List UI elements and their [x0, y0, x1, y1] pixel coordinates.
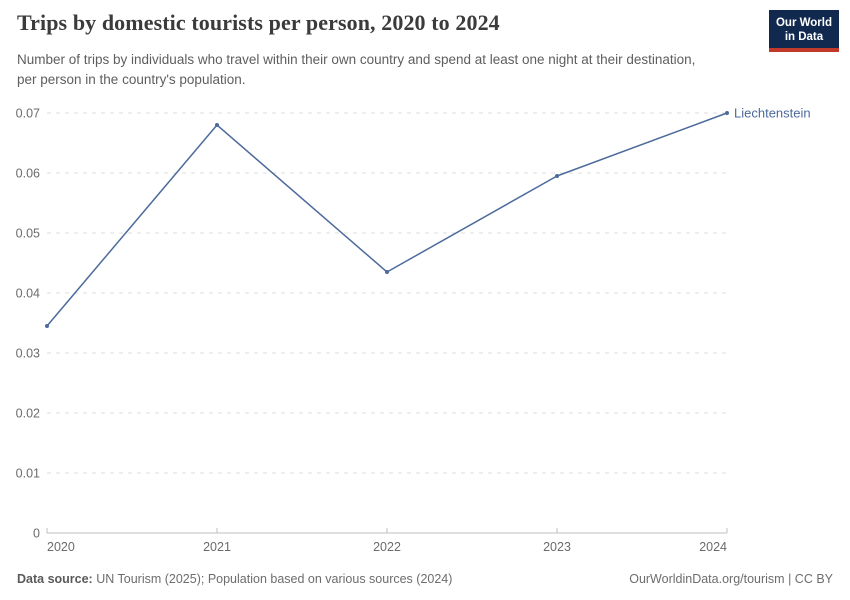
- series-end-label: Liechtenstein: [734, 106, 811, 121]
- data-source-label: Data source:: [17, 572, 93, 586]
- page-title: Trips by domestic tourists per person, 2…: [17, 10, 500, 35]
- y-axis-tick-label: 0.01: [16, 467, 40, 481]
- data-source-text: UN Tourism (2025); Population based on v…: [92, 572, 453, 586]
- y-axis-tick-label: 0.04: [16, 287, 40, 301]
- owid-logo-line2: in Data: [784, 31, 824, 43]
- license-link[interactable]: OurWorldinData.org/tourism | CC BY: [629, 572, 833, 586]
- x-axis-tick-label: 2020: [47, 540, 75, 554]
- chart-subtitle: Number of trips by individuals who trave…: [17, 52, 696, 88]
- x-axis-tick-label: 2023: [543, 540, 571, 554]
- y-axis-tick-label: 0.07: [16, 107, 40, 121]
- y-axis-tick-label: 0.02: [16, 407, 40, 421]
- y-axis-tick-label: 0.05: [16, 227, 40, 241]
- x-axis-tick-label: 2022: [373, 540, 401, 554]
- y-axis-tick-label: 0.03: [16, 347, 40, 361]
- data-point: [385, 270, 389, 274]
- owid-logo-line1: Our World: [775, 17, 832, 29]
- owid-logo: Our World in Data: [768, 10, 839, 52]
- data-point: [555, 174, 559, 178]
- x-axis-tick-label: 2024: [699, 540, 727, 554]
- y-axis-tick-label: 0.06: [16, 167, 40, 181]
- data-source: Data source: UN Tourism (2025); Populati…: [17, 572, 452, 586]
- data-point: [45, 324, 49, 328]
- data-point: [725, 111, 729, 115]
- data-point: [215, 123, 219, 127]
- chart-footer: Data source: UN Tourism (2025); Populati…: [17, 572, 833, 586]
- x-axis-tick-label: 2021: [203, 540, 231, 554]
- series-line: [46, 112, 728, 327]
- y-axis-tick-label: 0: [33, 527, 40, 541]
